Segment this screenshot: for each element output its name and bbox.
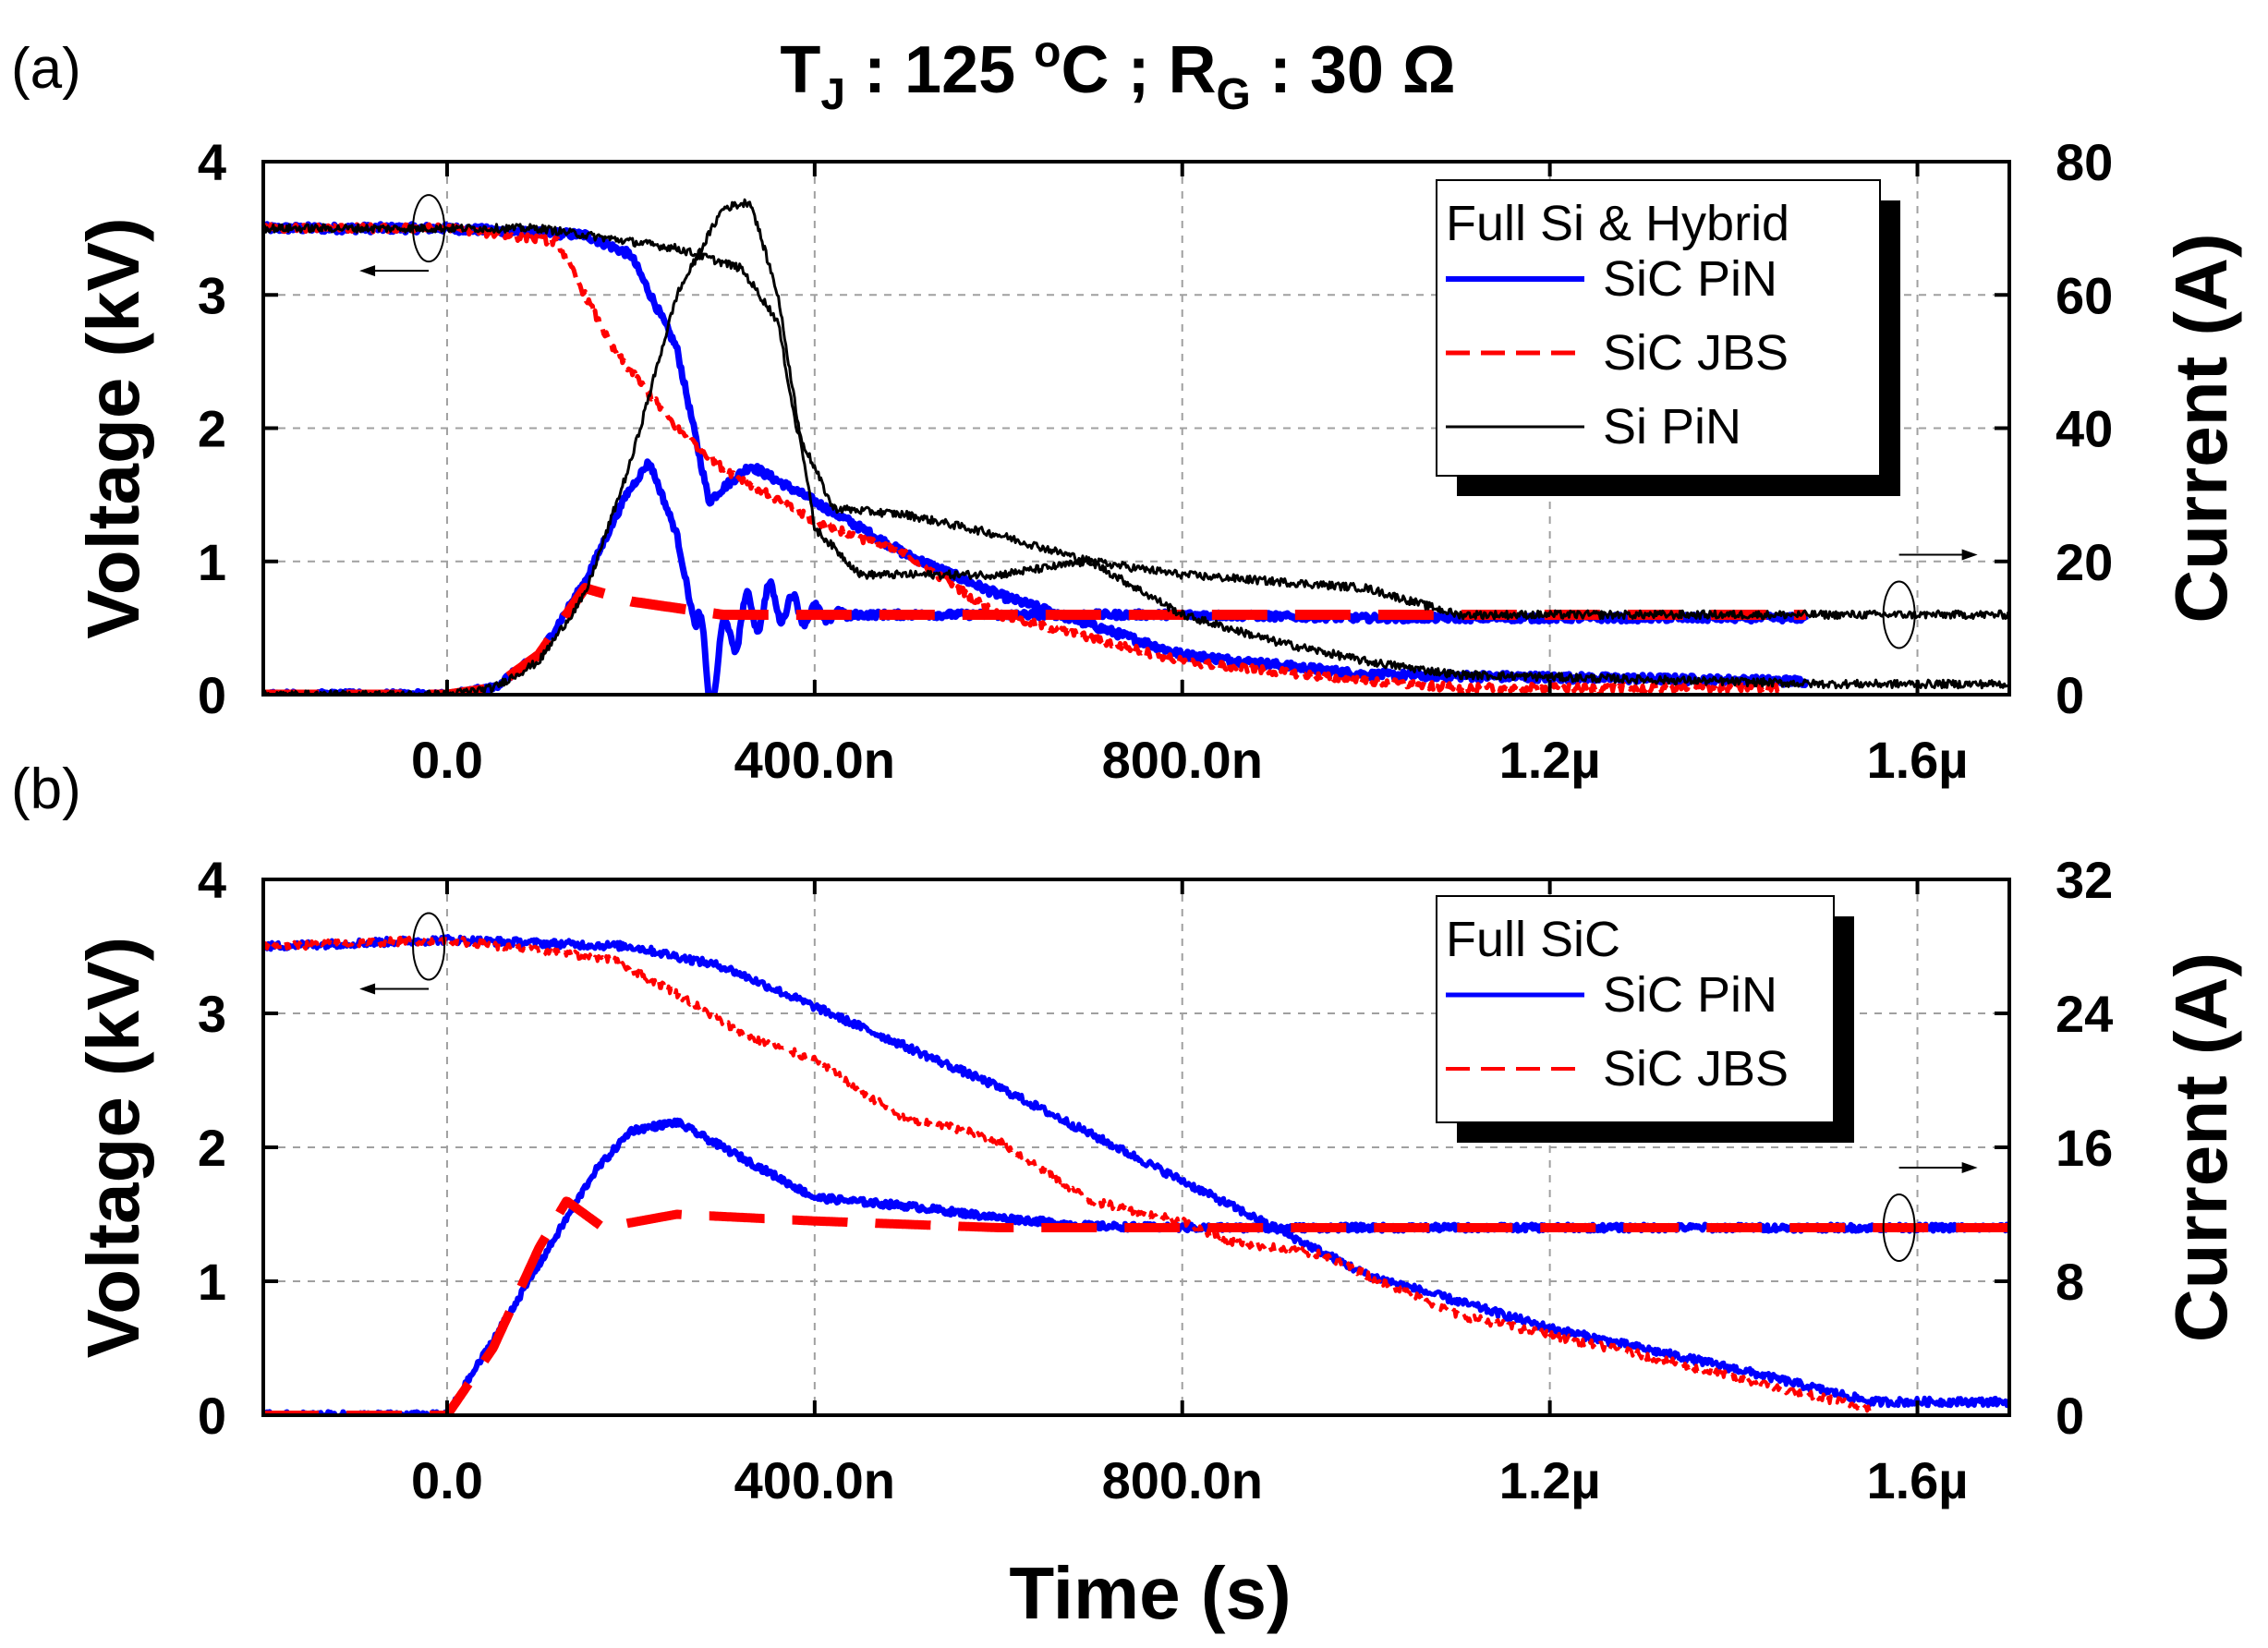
y2-tick-label: 80 bbox=[2056, 133, 2113, 191]
y-tick-label: 1 bbox=[198, 1253, 226, 1311]
panel-b: (b) 0.0 400.0n 800.0n 1.2µ 1.6µ 0 1 2 3 4 0 8 16 24 32 V… bbox=[11, 757, 2242, 1509]
panel-tag: (a) bbox=[11, 37, 81, 101]
y2-tick-label: 16 bbox=[2056, 1119, 2113, 1177]
legend-entry: SiC PiN bbox=[1603, 967, 1777, 1023]
ticks: 0.0 400.0n 800.0n 1.2µ 1.6µ 0 1 2 3 4 0 8 16 24 32 bbox=[198, 851, 2113, 1509]
series-si-pin-voltage bbox=[263, 223, 2009, 690]
series-sic-jbs-voltage bbox=[263, 934, 1874, 1413]
y-tick-label: 1 bbox=[198, 533, 226, 591]
x-tick-label: 1.6µ bbox=[1866, 731, 1968, 789]
axis-indicator-right bbox=[1882, 1162, 1978, 1262]
y2-tick-label: 60 bbox=[2056, 266, 2113, 324]
axis-indicator-right bbox=[1882, 549, 1978, 649]
legend-entry: Si PiN bbox=[1603, 399, 1741, 454]
indicator-arrowhead bbox=[359, 983, 376, 995]
series-sic-pin-current bbox=[263, 458, 1809, 695]
legend-box bbox=[1436, 895, 1835, 1123]
x-tick-label: 800.0n bbox=[1102, 1451, 1263, 1509]
y-tick-label: 2 bbox=[198, 1119, 226, 1177]
indicator-arrowhead bbox=[1961, 549, 1978, 561]
x-axis-label: Time (s) bbox=[1009, 1552, 1291, 1634]
indicator-arrowhead bbox=[359, 265, 376, 277]
legend-entry: SiC JBS bbox=[1603, 325, 1789, 381]
y-tick-label: 0 bbox=[198, 666, 226, 724]
y-axis-label: Voltage (kV) bbox=[72, 217, 154, 638]
series-sic-jbs-voltage bbox=[263, 222, 1780, 695]
series-si-pin-current bbox=[263, 198, 2009, 695]
y-tick-label: 3 bbox=[198, 266, 226, 324]
series-group bbox=[263, 198, 2009, 695]
y-tick-label: 3 bbox=[198, 985, 226, 1043]
x-tick-label: 400.0n bbox=[734, 1451, 895, 1509]
panel-a: (a)0.0 400.0n 800.0n 1.2µ 1.6µ01234020406080… bbox=[11, 37, 2242, 789]
y2-tick-label: 0 bbox=[2056, 666, 2084, 724]
indicator-ellipse bbox=[412, 194, 446, 263]
indicator-arrowhead bbox=[1961, 1162, 1978, 1173]
panel-tag: (b) bbox=[11, 757, 81, 821]
y-tick-label: 4 bbox=[198, 133, 226, 191]
y2-tick-label: 32 bbox=[2056, 851, 2113, 909]
x-tick-label: 1.6µ bbox=[1866, 1451, 1968, 1509]
y-tick-label: 0 bbox=[198, 1387, 226, 1445]
y2-axis-label: Current (A) bbox=[2160, 233, 2242, 623]
legend-entry: SiC JBS bbox=[1603, 1041, 1789, 1097]
y2-tick-label: 24 bbox=[2056, 985, 2113, 1043]
y2-axis-label: Current (A) bbox=[2160, 952, 2242, 1342]
x-tick-label: 0.0 bbox=[411, 1451, 483, 1509]
y2-tick-label: 8 bbox=[2056, 1253, 2084, 1311]
x-tick-label: 400.0n bbox=[734, 731, 895, 789]
series-sic-pin-voltage bbox=[263, 934, 2009, 1409]
series-group bbox=[263, 934, 2009, 1415]
y2-tick-label: 40 bbox=[2056, 400, 2113, 458]
series-sic-jbs-current bbox=[263, 1196, 2009, 1415]
x-tick-label: 1.2µ bbox=[1499, 1451, 1601, 1509]
y-tick-label: 4 bbox=[198, 851, 226, 909]
x-tick-label: 800.0n bbox=[1102, 731, 1263, 789]
y-axis-label: Voltage (kV) bbox=[72, 937, 154, 1358]
y2-tick-label: 0 bbox=[2056, 1387, 2084, 1445]
indicator-ellipse bbox=[1882, 1194, 1916, 1262]
legend-entry: SiC PiN bbox=[1603, 251, 1777, 307]
indicator-ellipse bbox=[412, 912, 446, 981]
legend-title: Full SiC bbox=[1446, 912, 1620, 967]
y-tick-label: 2 bbox=[198, 400, 226, 458]
axis-indicator-left bbox=[359, 912, 446, 995]
legend-title: Full Si & Hybrid bbox=[1446, 196, 1789, 251]
y2-tick-label: 20 bbox=[2056, 533, 2113, 591]
x-tick-label: 1.2µ bbox=[1499, 731, 1601, 789]
axis-indicator-left bbox=[359, 194, 446, 277]
indicator-ellipse bbox=[1882, 580, 1916, 649]
figure-title: TJ : 125 oC ; RG : 30 Ω bbox=[780, 28, 1455, 119]
x-tick-label: 0.0 bbox=[411, 731, 483, 789]
